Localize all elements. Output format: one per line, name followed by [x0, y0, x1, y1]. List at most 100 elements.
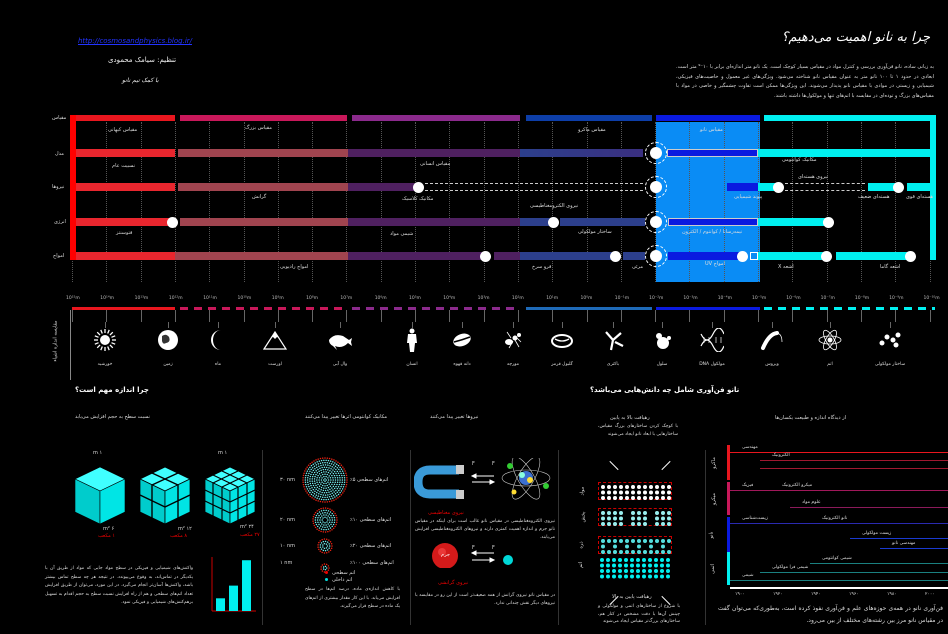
sun-icon — [93, 328, 117, 352]
label-macro: مقیاس ماکرو — [578, 127, 606, 133]
object-tick — [712, 322, 713, 328]
axis-tick-label: 10¹³m — [134, 296, 149, 301]
discipline-line — [810, 523, 948, 524]
axis-tick-label: 10⁴m — [443, 296, 456, 301]
discipline-line — [760, 468, 948, 469]
antibody-icon — [601, 328, 625, 352]
gridline — [826, 122, 828, 282]
dot-grid-3 — [598, 556, 672, 579]
discipline-label: علوم مواد — [802, 500, 821, 505]
object-tick — [462, 322, 463, 328]
forces-marker-em — [773, 181, 784, 193]
blog-link[interactable]: http://cosmosandphysics.blog.ir/ — [78, 37, 192, 45]
group-axis-bar — [727, 482, 730, 515]
forces-marker-classical — [413, 181, 424, 193]
object-tick — [562, 322, 563, 328]
object-label: مورچه — [506, 362, 520, 367]
object-label: اتم — [827, 362, 833, 367]
cube-27 — [204, 466, 256, 525]
object-tick — [412, 322, 413, 328]
label-photosynthesis: فتوسنتز — [116, 230, 133, 236]
discipline-label: مهندسی نانو — [892, 541, 916, 546]
gridline — [620, 122, 622, 282]
dot-grid-2 — [598, 536, 672, 554]
axis-tick — [929, 310, 931, 322]
axis-tick — [860, 310, 862, 322]
nanoparticle-circle — [320, 558, 330, 573]
atoms-text: با کاهش اندازه‌ی ماده، درصد اتم‌ها در سط… — [305, 587, 400, 609]
axis-tick — [243, 310, 245, 322]
forces-bar-cosmic — [76, 183, 175, 191]
label-em: نیروی الکترومغناطیسی — [530, 203, 579, 209]
axis-tick-label: 10⁻¹m — [614, 296, 630, 301]
axis-tick-label: 10¹⁴m — [100, 296, 115, 301]
gridline — [758, 122, 759, 282]
disciplines-title: از دیدگاه اندازه و طبیعت یکسان‌ها — [775, 415, 847, 421]
cube-area-1: ۶ m² — [103, 526, 115, 532]
group-axis-bar — [727, 552, 730, 585]
nanoparticle-circle — [317, 538, 333, 554]
object-label: زمین — [163, 362, 173, 367]
waves-bar-macro-2 — [494, 252, 520, 260]
waves-marker-gamma — [905, 250, 916, 262]
axis-tick — [655, 310, 657, 322]
label-classical: مکانیک کلاسیک — [402, 196, 434, 202]
energy-nano-marker — [645, 211, 667, 233]
row-label-energy: انرژی — [54, 219, 66, 225]
axis-tick-label: 10⁻¹⁰m — [923, 296, 940, 301]
object-tick — [662, 322, 663, 328]
group-label: نانو — [708, 531, 715, 538]
arrows-icon — [470, 473, 496, 485]
arrow-icon — [661, 460, 671, 471]
why-size-title: چرا اندازه مهم است؟ — [75, 386, 149, 394]
axis-tick — [209, 310, 211, 322]
energy-marker-photosynthesis — [167, 216, 178, 228]
axis-tick-label: 10⁻⁸m — [854, 296, 870, 301]
legend-cyan-dot — [325, 578, 328, 581]
forces-nano-marker — [645, 176, 667, 198]
model-bar-nano — [667, 149, 758, 157]
discipline-line — [730, 580, 948, 581]
region-bar-macro — [352, 115, 520, 121]
axis-tick-label: 10⁸m — [306, 296, 319, 301]
waves-marker-xray — [821, 250, 832, 262]
label-visible: مرئی — [632, 264, 643, 270]
atoms-title: مکانیک کوانتومی اثرها تغییر پیدا می‌کنند — [305, 414, 388, 420]
signature: با کمک تیم نانو — [122, 77, 159, 84]
label-human: مقیاس انسانی — [420, 161, 451, 167]
why-size-text: واکنش‌های شیمیایی و فیزیکی در سطح مواد ج… — [45, 566, 193, 605]
group-label: اتمی — [709, 563, 716, 574]
axis-tick-label: 10⁻⁷m — [820, 296, 835, 301]
axis-tick — [826, 310, 828, 322]
virus-icon — [760, 328, 784, 352]
particle-size-label: ۲۰ nm — [280, 517, 295, 523]
cube-top-label-1: ۱ m — [93, 450, 103, 456]
discipline-line — [810, 563, 948, 564]
object-tick — [105, 322, 106, 328]
row-label-forces: نیروها — [52, 184, 65, 190]
waves-bar-xray — [758, 252, 826, 260]
waves-bar-micro — [520, 252, 615, 260]
label-gravity: گرانش — [252, 194, 267, 200]
surface-atom-percent: اتم‌های سطحی ۱۰۰٪ — [350, 560, 394, 566]
time-axis — [730, 587, 948, 589]
axis-tick — [312, 310, 314, 322]
group-label: ماکرو — [710, 456, 717, 469]
model-bar-macro — [348, 149, 520, 157]
axis-tick — [552, 310, 554, 322]
model-nano-marker — [645, 142, 667, 164]
cube-count-1: ۱ مکعب — [98, 533, 116, 539]
axis-left-line — [70, 310, 71, 380]
gravity-arrows-icon — [470, 550, 496, 563]
object-tick — [513, 322, 514, 328]
object-label: باکتری — [606, 362, 620, 367]
cubes-illustration — [74, 466, 256, 525]
gridline — [174, 122, 176, 282]
axis-tick-label: 10¹m — [546, 296, 559, 301]
gridline — [106, 122, 108, 282]
discipline-label: زیست‌شناسی — [742, 516, 768, 521]
object-label: اورست — [268, 362, 282, 367]
axis-tick-label: 10¹⁵m — [66, 296, 80, 301]
axis-tick-label: 10⁻⁵m — [752, 296, 767, 301]
label-infrared: فرو سرخ — [532, 264, 552, 270]
